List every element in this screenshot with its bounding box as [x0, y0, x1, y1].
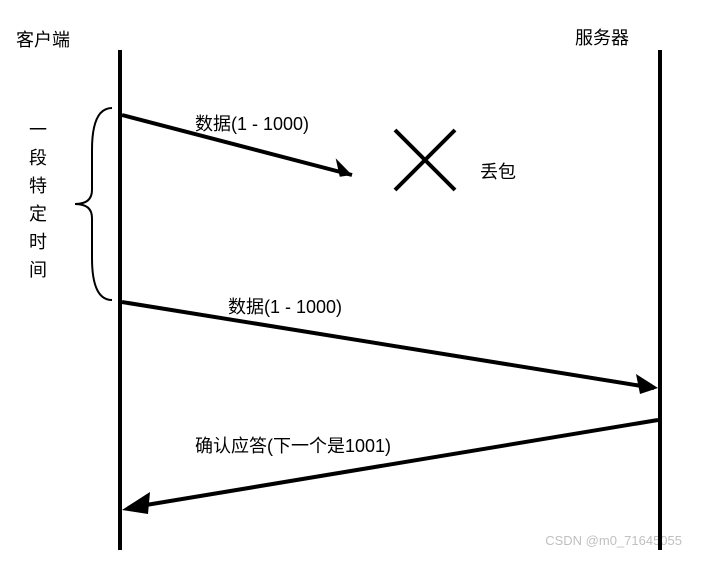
- arrow2-head: [636, 374, 658, 394]
- arrow2-line: [122, 302, 654, 388]
- arrow1-head: [334, 158, 354, 178]
- arrow3-head: [122, 492, 150, 514]
- arrow1-line: [122, 115, 352, 175]
- diagram-svg: [0, 0, 702, 562]
- arrow3-line: [128, 420, 658, 508]
- brace: [75, 108, 112, 300]
